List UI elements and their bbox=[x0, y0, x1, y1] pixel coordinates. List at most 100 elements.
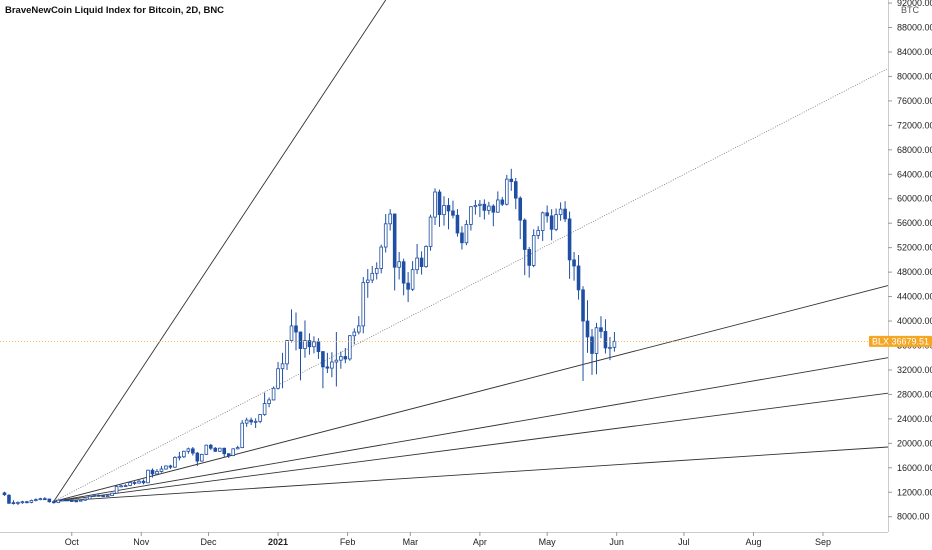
plot-area[interactable] bbox=[0, 0, 889, 506]
time-tick-label: Sep bbox=[815, 537, 831, 547]
candle-body bbox=[267, 399, 271, 404]
candle-body bbox=[60, 499, 65, 502]
candle-2020-09-17 bbox=[38, 497, 43, 501]
candle-2021-02-28 bbox=[406, 272, 410, 303]
candle-2021-04-11 bbox=[500, 196, 505, 207]
candle-body bbox=[253, 420, 258, 423]
candle-2020-09-03 bbox=[7, 494, 11, 504]
candle-2020-12-28 bbox=[267, 397, 271, 408]
candle-body bbox=[509, 178, 514, 183]
candle-2021-03-24 bbox=[460, 226, 464, 250]
candle-2020-11-26 bbox=[195, 451, 200, 466]
candle-2021-04-17 bbox=[513, 177, 518, 210]
candle-body bbox=[330, 361, 334, 369]
candle-2020-10-09 bbox=[87, 495, 92, 500]
candle-body bbox=[581, 289, 585, 322]
last-price-tag-background bbox=[869, 335, 932, 347]
time-tick-label: Oct bbox=[65, 537, 80, 547]
price-tick-label: 20000.00 bbox=[897, 438, 932, 448]
candle-body bbox=[78, 499, 83, 502]
candle-2021-03-18 bbox=[446, 198, 451, 230]
candle-2020-10-15 bbox=[101, 494, 105, 498]
candle-2021-04-15 bbox=[509, 168, 514, 191]
candle-body bbox=[114, 486, 119, 494]
candle-2021-03-28 bbox=[469, 206, 473, 231]
candle-2020-10-07 bbox=[83, 498, 88, 501]
fan-line-4 bbox=[53, 357, 889, 502]
candle-body bbox=[20, 501, 25, 504]
candle-body bbox=[316, 341, 321, 353]
price-tick-label: 56000.00 bbox=[897, 218, 932, 228]
candle-2020-10-17 bbox=[105, 495, 110, 498]
candle-body bbox=[549, 215, 554, 230]
candle-body bbox=[285, 340, 289, 365]
candle-2020-12-04 bbox=[213, 447, 218, 452]
candle-2020-11-22 bbox=[186, 447, 191, 454]
candle-2020-12-22 bbox=[253, 418, 258, 429]
candle-body bbox=[451, 210, 455, 216]
candle-2021-05-25 bbox=[599, 316, 603, 339]
candle-2021-02-10 bbox=[365, 269, 370, 298]
candle-2021-02-16 bbox=[379, 244, 384, 274]
price-tick-label: 68000.00 bbox=[897, 145, 932, 155]
candle-body bbox=[213, 447, 218, 452]
candle-2020-12-12 bbox=[231, 448, 236, 457]
candle-2020-11-06 bbox=[150, 468, 155, 478]
candle-body bbox=[29, 500, 34, 503]
candle-2021-02-08 bbox=[361, 277, 366, 334]
candle-body bbox=[43, 498, 47, 501]
candle-2020-10-11 bbox=[92, 494, 96, 497]
price-tick-label: 72000.00 bbox=[897, 120, 932, 130]
candle-2020-11-14 bbox=[168, 464, 173, 470]
candle-2021-04-29 bbox=[540, 211, 545, 241]
time-axis[interactable]: Oct Nov Dec 2021 Feb Mar Apr May Jun Jul Aug Sep bbox=[65, 532, 831, 547]
candle-2021-05-29 bbox=[608, 336, 612, 361]
candle-2021-05-19 bbox=[585, 300, 590, 353]
candle-body bbox=[87, 495, 92, 500]
chart-title: BraveNewCoin Liquid Index for Bitcoin, 2… bbox=[5, 5, 224, 16]
candle-body bbox=[522, 219, 527, 250]
price-tick-label: 84000.00 bbox=[897, 47, 932, 57]
candle-2020-10-05 bbox=[78, 499, 83, 502]
candle-body bbox=[47, 498, 52, 503]
candle-2021-03-20 bbox=[451, 200, 455, 219]
candle-body bbox=[96, 494, 101, 497]
candle-body bbox=[83, 498, 88, 501]
candle-2020-11-08 bbox=[155, 469, 159, 476]
price-tick-label: 52000.00 bbox=[897, 243, 932, 253]
candle-2021-04-23 bbox=[527, 247, 532, 278]
candle-2021-05-17 bbox=[581, 286, 585, 381]
candle-body bbox=[34, 499, 38, 501]
candle-2020-09-05 bbox=[11, 500, 16, 505]
price-tick-label: 80000.00 bbox=[897, 71, 932, 81]
candle-body bbox=[437, 191, 442, 216]
candle-body bbox=[56, 499, 61, 504]
candle-body bbox=[365, 279, 370, 283]
candle-body bbox=[424, 246, 428, 268]
price-tick-label: 92000.00 bbox=[897, 0, 932, 8]
candle-2021-03-10 bbox=[428, 214, 433, 251]
candle-body bbox=[496, 199, 500, 213]
candle-body bbox=[518, 197, 523, 221]
candle-body bbox=[491, 205, 496, 213]
candle-body bbox=[182, 450, 186, 458]
candle-body bbox=[527, 249, 532, 266]
candle-2020-09-01 bbox=[2, 491, 7, 496]
price-tick-label: 48000.00 bbox=[897, 267, 932, 277]
candle-body bbox=[105, 495, 110, 498]
candle-2020-11-18 bbox=[177, 451, 182, 461]
candle-2021-04-27 bbox=[536, 226, 540, 240]
candle-body bbox=[558, 208, 563, 216]
candle-2021-01-29 bbox=[339, 351, 343, 369]
candle-body bbox=[7, 494, 11, 504]
candle-body bbox=[69, 500, 74, 502]
candle-body bbox=[379, 246, 384, 269]
candle-2021-03-06 bbox=[419, 251, 424, 275]
candle-2021-01-17 bbox=[312, 336, 316, 354]
candle-2020-12-08 bbox=[222, 447, 227, 458]
candle-2021-01-03 bbox=[280, 352, 285, 389]
price-tick-label: 76000.00 bbox=[897, 96, 932, 106]
candle-2021-05-09 bbox=[563, 201, 567, 222]
candle-2020-09-09 bbox=[20, 500, 25, 504]
